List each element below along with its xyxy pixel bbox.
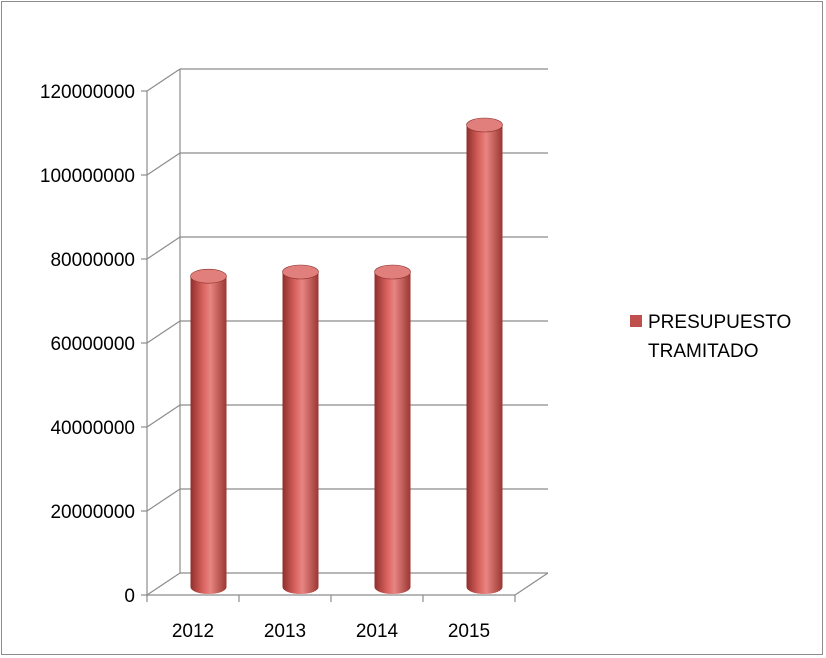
x-tick-label: 2015 (448, 621, 490, 642)
y-tick-label: 100000000 (40, 166, 135, 187)
x-tick-label: 2012 (172, 621, 214, 642)
legend-swatch (630, 315, 642, 327)
bar-body (466, 125, 503, 594)
legend-label-line1: PRESUPUESTO (648, 312, 791, 333)
x-tick-label: 2013 (264, 621, 306, 642)
grid-line-diagonal (146, 236, 181, 260)
bar-top-cap (374, 264, 411, 280)
bar-2014 (374, 264, 411, 594)
bar-2015 (466, 117, 503, 594)
bar-top-cap (282, 264, 319, 280)
y-tick-label: 80000000 (50, 250, 135, 271)
x-tick-labels: 2012 2013 2014 2015 (172, 621, 490, 642)
y-tick-label: 0 (124, 586, 135, 607)
grid-line-diagonal (146, 404, 181, 428)
legend: PRESUPUESTO TRAMITADO (630, 312, 791, 362)
y-tick-label: 60000000 (50, 334, 135, 355)
y-tick-label: 40000000 (50, 418, 135, 439)
bars (190, 117, 503, 594)
axes (141, 69, 549, 602)
grid-line-diagonal (146, 488, 181, 512)
y-tick-labels: 0 20000000 40000000 60000000 80000000 1000000… (40, 82, 135, 607)
bar-body (190, 276, 227, 594)
bar-2012 (190, 268, 227, 594)
bar-2013 (282, 264, 319, 594)
grid-line-diagonal (146, 572, 181, 596)
x-tick-label: 2014 (356, 621, 399, 642)
grid-line-diagonal (146, 152, 181, 176)
bar-top-cap (190, 268, 227, 284)
y-tick-label: 120000000 (40, 82, 135, 103)
legend-label-line2: TRAMITADO (648, 341, 758, 362)
floor-right-edge (514, 572, 549, 596)
grid-line-diagonal (146, 68, 181, 92)
bar-top-cap (466, 117, 503, 133)
bar-body (374, 272, 411, 594)
y-tick-label: 20000000 (50, 502, 135, 523)
bar-body (282, 272, 319, 594)
grid-line-diagonal (146, 320, 181, 344)
